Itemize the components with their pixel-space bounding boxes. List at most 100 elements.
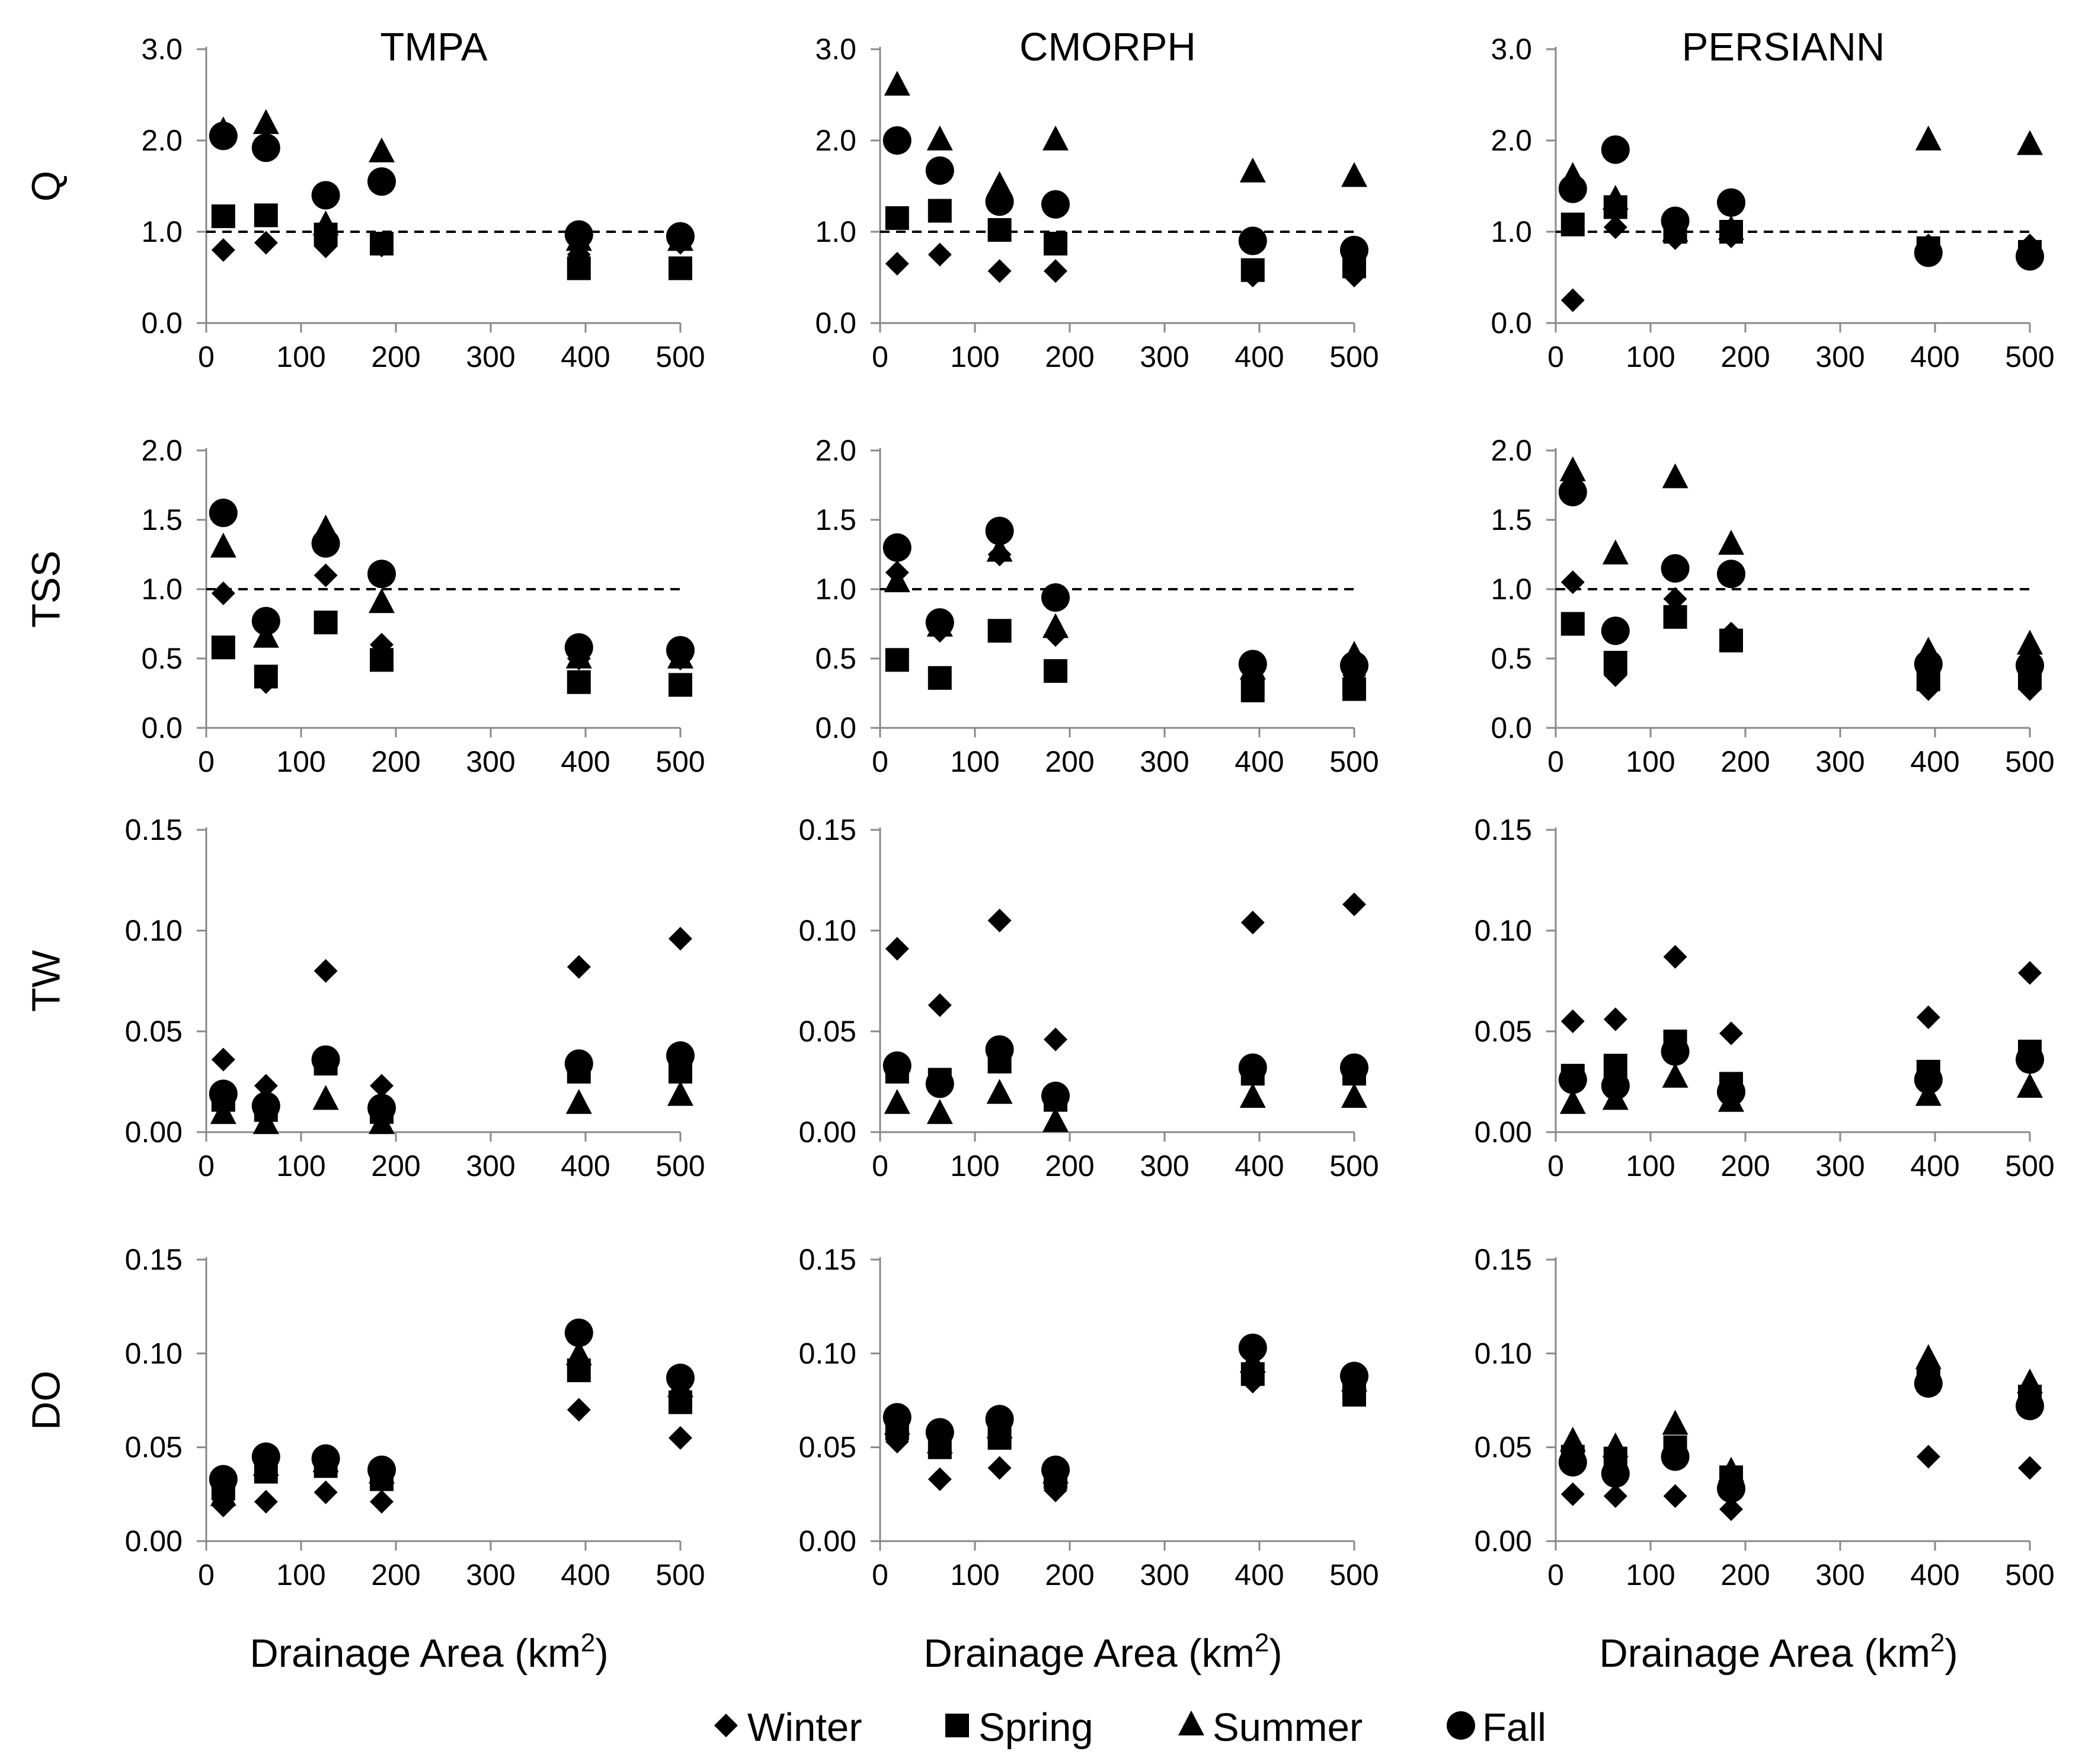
x-tick-label: 100 — [950, 340, 999, 373]
point-fall — [1717, 188, 1745, 217]
point-spring — [1240, 678, 1265, 702]
y-tick-label: 0.10 — [125, 1337, 183, 1370]
point-fall — [1601, 1459, 1630, 1488]
point-fall — [1041, 190, 1070, 219]
x-tick-label: 200 — [371, 340, 420, 373]
x-tick-label: 300 — [1140, 1558, 1189, 1592]
row-labels: Q TSS TW DO — [24, 171, 69, 1430]
x-tick-label: 400 — [1235, 745, 1284, 778]
point-fall — [1558, 1448, 1587, 1477]
x-tick-label: 100 — [276, 745, 325, 778]
legend-item-fall: Fall — [1447, 1705, 1546, 1750]
y-tick-label: 0.15 — [799, 813, 856, 846]
x-tick-label: 200 — [1720, 745, 1770, 778]
point-winter — [669, 1426, 692, 1450]
point-spring — [1560, 212, 1585, 237]
point-winter — [314, 563, 338, 587]
point-winter — [314, 1480, 338, 1504]
point-spring — [1044, 232, 1067, 256]
x-axis-title-text: Drainage Area (km — [250, 1631, 581, 1676]
point-fall — [1661, 206, 1690, 235]
x-tick-label: 500 — [1329, 1558, 1379, 1592]
point-summer — [1602, 1432, 1629, 1458]
x-tick-label: 200 — [1045, 1558, 1094, 1592]
point-summer — [1559, 1426, 1586, 1452]
x-axis-title-superscript: 2 — [1255, 1628, 1269, 1657]
point-fall — [1601, 616, 1630, 645]
x-tick-label: 300 — [1815, 745, 1864, 778]
point-winter — [1603, 1484, 1627, 1508]
point-summer — [1559, 1089, 1586, 1114]
point-summer — [1718, 529, 1744, 555]
point-fall — [367, 560, 396, 589]
point-fall — [2016, 651, 2044, 680]
point-summer — [884, 567, 910, 593]
point-fall — [251, 1091, 280, 1120]
point-winter — [1663, 1484, 1687, 1508]
legend-item-summer: Summer — [1178, 1705, 1363, 1750]
y-tick-label: 1.0 — [815, 573, 856, 606]
point-fall — [1661, 1037, 1690, 1066]
y-tick-label: 0.10 — [799, 914, 856, 947]
point-fall — [209, 122, 238, 151]
x-tick-label: 300 — [466, 1149, 515, 1183]
legend-label-spring: Spring — [978, 1705, 1093, 1750]
x-tick-label: 100 — [1626, 1558, 1675, 1592]
x-tick-label: 400 — [561, 1558, 610, 1592]
x-tick-label: 300 — [466, 1558, 515, 1592]
point-fall — [209, 1465, 238, 1494]
panel-persiann-tw: 0.00 0.05 0.10 0.15 0 100 200 300 400 500 — [1475, 813, 2055, 1183]
x-axis-title: Drainage Area (km2) — [923, 1628, 1282, 1676]
x-tick-label: 100 — [950, 1149, 999, 1183]
point-fall — [251, 1442, 280, 1471]
y-tick-label: 0.05 — [125, 1015, 183, 1048]
point-summer — [1662, 1410, 1688, 1435]
legend-label-fall: Fall — [1482, 1705, 1546, 1750]
point-summer — [312, 210, 339, 236]
panel-persiann-do: 0.00 0.05 0.10 0.15 0 100 200 300 400 500 — [1475, 1243, 2055, 1592]
point-winter — [567, 1398, 591, 1422]
panel-cmorph-tss: 0.0 0.5 1.0 1.5 2.0 0 100 200 300 400 500 — [815, 434, 1379, 778]
point-fall — [1041, 1455, 1070, 1484]
y-tick-label: 0.0 — [1491, 711, 1532, 744]
y-tick-label: 2.0 — [141, 434, 183, 467]
point-winter — [987, 259, 1012, 283]
point-spring — [669, 673, 692, 697]
x-tick-label: 300 — [1815, 1149, 1864, 1183]
x-tick-label: 300 — [1140, 1149, 1189, 1183]
column-title-tmpa: TMPA — [380, 25, 487, 69]
y-tick-label: 0.15 — [125, 813, 183, 846]
point-winter — [211, 1047, 235, 1072]
point-spring — [370, 232, 394, 256]
point-fall — [1041, 1081, 1070, 1110]
column-title-cmorph: CMORPH — [1019, 25, 1196, 69]
panel-tmpa-tw: 0.00 0.05 0.10 0.15 0 100 200 300 400 500 — [125, 813, 705, 1183]
y-tick-label: 3.0 — [815, 33, 856, 66]
x-tick-label: 300 — [1815, 340, 1864, 373]
point-winter — [987, 1456, 1012, 1480]
y-tick-label: 0.15 — [125, 1243, 183, 1276]
x-tick-label: 500 — [2005, 745, 2054, 778]
panel-cmorph-q: 0.0 1.0 2.0 3.0 0 100 200 300 400 500 — [815, 33, 1379, 373]
y-tick-label: 0.00 — [1475, 1116, 1532, 1149]
point-summer — [1239, 1083, 1266, 1108]
point-summer — [1662, 463, 1688, 488]
point-spring — [370, 648, 394, 672]
point-summer — [1718, 1456, 1744, 1482]
y-tick-label: 1.0 — [141, 573, 183, 606]
point-spring — [1603, 651, 1627, 675]
point-spring — [211, 635, 235, 660]
point-winter — [1603, 215, 1627, 239]
x-tick-label: 400 — [561, 745, 610, 778]
point-summer — [2017, 1368, 2043, 1394]
x-tick-label: 0 — [872, 340, 888, 373]
y-tick-label: 3.0 — [141, 33, 183, 66]
y-tick-label: 2.0 — [815, 124, 856, 157]
y-tick-label: 0.05 — [125, 1431, 183, 1464]
point-fall — [1717, 560, 1745, 589]
point-fall — [1558, 174, 1587, 203]
point-winter — [370, 1073, 394, 1098]
row-label-do: DO — [24, 1370, 69, 1430]
point-fall — [2016, 1045, 2044, 1074]
point-summer — [565, 1340, 592, 1366]
